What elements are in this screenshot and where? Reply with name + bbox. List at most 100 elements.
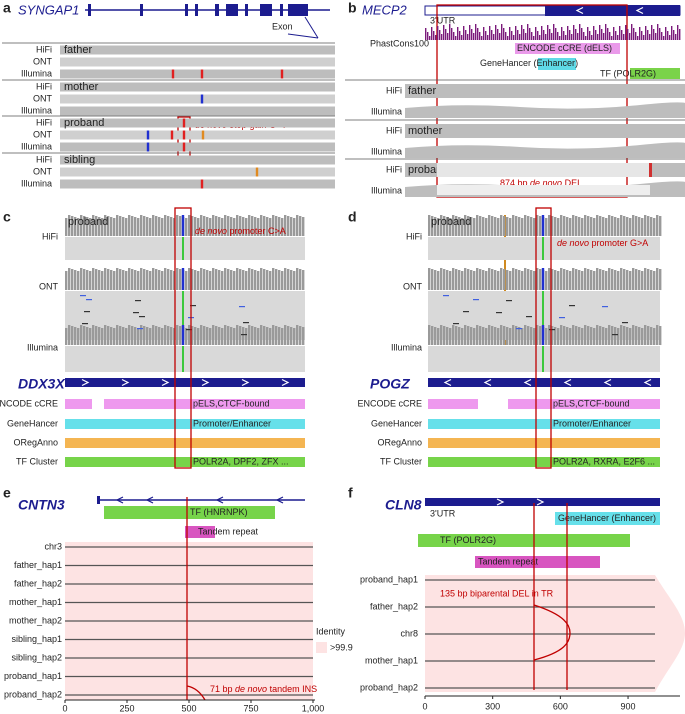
coverage-bar bbox=[197, 271, 200, 290]
coverage-bar bbox=[113, 328, 116, 345]
conservation-bar bbox=[593, 26, 595, 40]
coverage-bar bbox=[521, 218, 524, 236]
haplotype-label: sibling_hap1 bbox=[11, 634, 62, 644]
coverage-bar bbox=[530, 217, 533, 236]
coverage-bar bbox=[437, 218, 440, 236]
conservation-bar bbox=[613, 27, 615, 40]
annotation: 71 bp de novo tandem INS bbox=[210, 684, 317, 694]
x-tick-label: 750 bbox=[243, 703, 258, 713]
coverage-bar bbox=[287, 269, 290, 290]
coverage-bar bbox=[155, 326, 158, 345]
read-track bbox=[60, 118, 335, 128]
coverage-bar bbox=[203, 326, 206, 345]
coverage-bar bbox=[428, 268, 431, 290]
coverage-bar bbox=[554, 217, 557, 236]
variant bbox=[541, 325, 545, 345]
coverage-bar bbox=[248, 325, 251, 345]
coverage-bar bbox=[620, 325, 623, 345]
conservation-bar bbox=[459, 31, 461, 40]
coverage-bar bbox=[161, 271, 164, 290]
ccre-box bbox=[515, 43, 620, 54]
conservation-bar bbox=[487, 35, 489, 40]
coverage-bar bbox=[530, 327, 533, 345]
coverage-bar bbox=[158, 217, 161, 236]
read-mark bbox=[243, 322, 249, 324]
coverage-bar bbox=[545, 328, 548, 345]
coverage-bar bbox=[122, 327, 125, 345]
haplotype-label: father_hap2 bbox=[14, 578, 62, 588]
coverage-bar bbox=[539, 326, 542, 345]
coverage-bar bbox=[143, 216, 146, 236]
coverage-bar bbox=[566, 327, 569, 345]
read-mark bbox=[133, 312, 139, 314]
coverage-bar bbox=[572, 215, 575, 236]
conservation-bar bbox=[549, 29, 551, 40]
coverage-bar bbox=[98, 270, 101, 290]
conservation-bar bbox=[497, 29, 499, 40]
coverage-bar bbox=[170, 217, 173, 236]
conservation-bar bbox=[523, 29, 525, 40]
coverage-bar bbox=[521, 328, 524, 345]
conservation-bar bbox=[573, 25, 575, 40]
variant bbox=[181, 215, 185, 236]
gene-bar bbox=[65, 378, 305, 387]
legend-swatch bbox=[316, 642, 327, 653]
conservation-bar bbox=[595, 30, 597, 40]
haplotype-label: father_hap1 bbox=[14, 560, 62, 570]
coverage-bar bbox=[440, 325, 443, 345]
coverage-bar bbox=[227, 326, 230, 345]
gene-name: DDX3X bbox=[18, 376, 66, 392]
coverage-bar bbox=[167, 269, 170, 290]
coverage-bar bbox=[242, 217, 245, 236]
coverage-bar bbox=[95, 216, 98, 236]
coverage-bar bbox=[140, 325, 143, 345]
conservation-bar bbox=[493, 34, 495, 40]
annotation-track-label: ENCODE cCRE bbox=[0, 398, 58, 408]
coverage-bar bbox=[434, 217, 437, 236]
coverage-bar bbox=[524, 268, 527, 290]
coverage-bar bbox=[449, 218, 452, 236]
coverage-bar bbox=[590, 270, 593, 290]
coverage-bar bbox=[626, 327, 629, 345]
annotation-label: Promoter/Enhancer bbox=[193, 418, 271, 428]
conservation-bar bbox=[659, 28, 661, 40]
tf-box bbox=[418, 534, 630, 547]
read-track bbox=[60, 45, 335, 55]
read-track bbox=[60, 142, 335, 152]
coverage-bar bbox=[227, 269, 230, 290]
annotation-track-label: ORegAnno bbox=[377, 437, 422, 447]
coverage-bar bbox=[461, 328, 464, 345]
coverage-bar bbox=[200, 268, 203, 290]
coverage-bar bbox=[173, 271, 176, 290]
coverage-bar bbox=[644, 325, 647, 345]
coverage-bar bbox=[86, 217, 89, 236]
coverage-bar bbox=[518, 217, 521, 236]
coverage-bar bbox=[611, 269, 614, 290]
panel-label: f bbox=[348, 485, 353, 501]
coverage-bar bbox=[434, 270, 437, 290]
coverage-bar bbox=[428, 325, 431, 345]
coverage-bar bbox=[629, 218, 632, 236]
conservation-bar bbox=[473, 33, 475, 40]
conservation-bar bbox=[637, 36, 639, 40]
coverage-bar bbox=[215, 269, 218, 290]
conservation-bar bbox=[621, 30, 623, 40]
coverage-bar bbox=[248, 268, 251, 290]
coverage-bar bbox=[107, 216, 110, 236]
coverage-bar bbox=[185, 328, 188, 345]
coverage-bar bbox=[446, 270, 449, 290]
coverage-bar bbox=[152, 268, 155, 290]
conservation-bar bbox=[469, 25, 471, 40]
coverage-bar bbox=[632, 268, 635, 290]
coverage-bar bbox=[569, 328, 572, 345]
coverage-bar bbox=[509, 271, 512, 290]
coverage-bar bbox=[248, 215, 251, 236]
coverage-bar bbox=[221, 218, 224, 236]
haplotype-label: father_hap2 bbox=[370, 601, 418, 611]
highlight-box bbox=[535, 207, 552, 469]
text-part: tandem INS bbox=[267, 684, 317, 694]
haplotype-label: mother_hap1 bbox=[365, 655, 418, 665]
read-mark bbox=[241, 334, 247, 336]
strand-arrow bbox=[443, 378, 452, 387]
conservation-bar bbox=[651, 25, 653, 40]
